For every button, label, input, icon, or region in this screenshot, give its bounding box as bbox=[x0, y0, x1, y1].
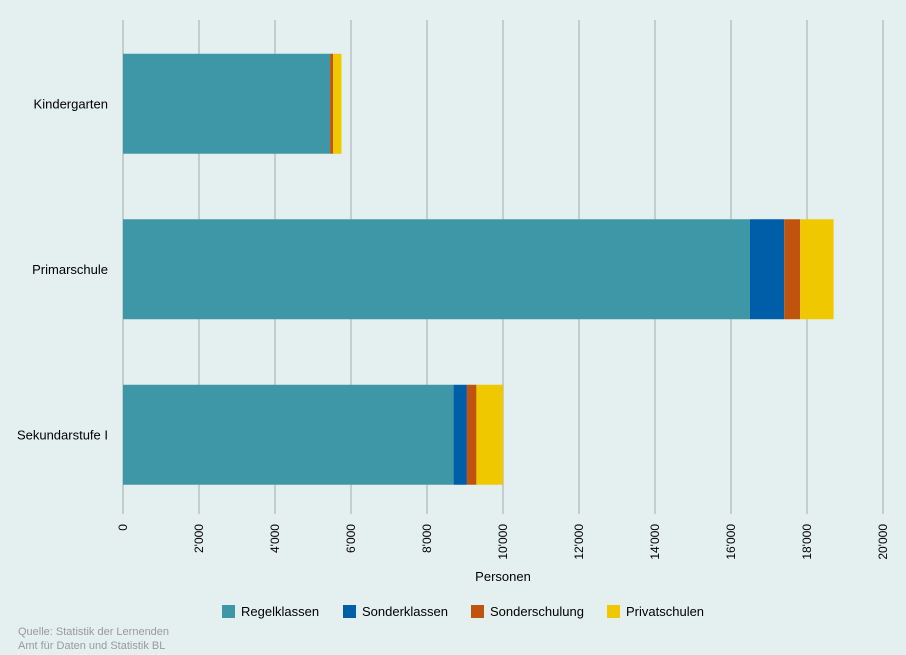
legend-swatch-regelklassen bbox=[222, 605, 235, 618]
x-tick-label-1: 2'000 bbox=[192, 524, 206, 553]
legend-swatch-privatschulen bbox=[607, 605, 620, 618]
legend-swatch-sonderschulung bbox=[471, 605, 484, 618]
category-label-1: Primarschule bbox=[32, 262, 108, 277]
bar-0-regelklassen bbox=[123, 53, 331, 154]
category-label-2: Sekundarstufe I bbox=[17, 427, 108, 442]
legend-label-privatschulen: Privatschulen bbox=[626, 604, 704, 619]
bar-0-sonderschulung bbox=[330, 53, 334, 154]
x-tick-label-5: 10'000 bbox=[496, 524, 510, 560]
bar-0-privatschulen bbox=[333, 53, 342, 154]
x-axis-title: Personen bbox=[475, 569, 531, 584]
bar-1-sonderschulung bbox=[784, 219, 801, 320]
source-line-2: Amt für Daten und Statistik BL bbox=[18, 640, 166, 652]
category-label-0: Kindergarten bbox=[34, 96, 108, 111]
bar-1-privatschulen bbox=[800, 219, 834, 320]
x-tick-label-0: 0 bbox=[116, 524, 130, 531]
bars bbox=[123, 53, 834, 485]
legend-label-sonderklassen: Sonderklassen bbox=[362, 604, 448, 619]
x-tick-label-9: 18'000 bbox=[800, 524, 814, 560]
x-tick-label-2: 4'000 bbox=[268, 524, 282, 553]
bar-1-regelklassen bbox=[123, 219, 750, 320]
bar-2-regelklassen bbox=[123, 384, 454, 485]
category-labels: Kindergarten Primarschule Sekundarstufe I bbox=[17, 96, 108, 442]
x-tick-label-7: 14'000 bbox=[648, 524, 662, 560]
x-tick-label-3: 6'000 bbox=[344, 524, 358, 553]
x-tick-label-6: 12'000 bbox=[572, 524, 586, 560]
bar-1-sonderklassen bbox=[750, 219, 785, 320]
x-tick-label-8: 16'000 bbox=[724, 524, 738, 560]
bar-2-privatschulen bbox=[476, 384, 503, 485]
x-tick-label-4: 8'000 bbox=[420, 524, 434, 553]
x-tick-labels: 0 2'000 4'000 6'000 8'000 10'000 12'000 14'000 1… bbox=[116, 524, 890, 560]
legend-label-regelklassen: Regelklassen bbox=[241, 604, 319, 619]
source-line-1: Quelle: Statistik der Lernenden bbox=[18, 626, 170, 638]
legend: Regelklassen Sonderklassen Sonderschulung P… bbox=[222, 604, 704, 619]
legend-label-sonderschulung: Sonderschulung bbox=[490, 604, 584, 619]
x-tick-label-10: 20'000 bbox=[876, 524, 890, 560]
bar-2-sonderklassen bbox=[453, 384, 467, 485]
legend-swatch-sonderklassen bbox=[343, 605, 356, 618]
source-note: Quelle: Statistik der Lernenden Amt für … bbox=[18, 625, 169, 653]
bar-2-sonderschulung bbox=[466, 384, 477, 485]
